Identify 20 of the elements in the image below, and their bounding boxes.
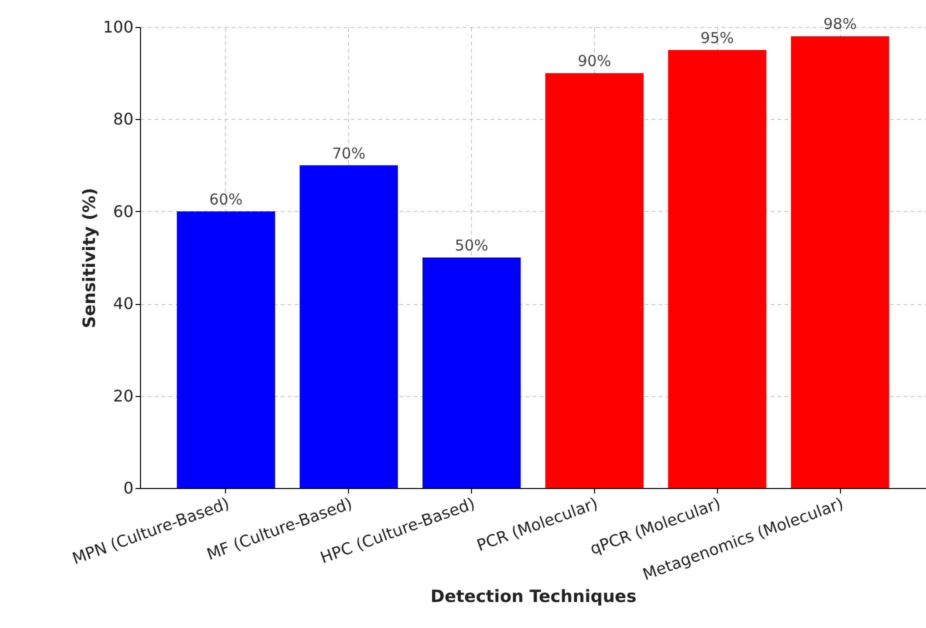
y-axis-title: Sensitivity (%) [80, 188, 100, 328]
bar [790, 36, 890, 488]
bar [545, 73, 644, 488]
bar [668, 50, 766, 488]
data-label: 60% [209, 190, 243, 208]
bar [300, 165, 398, 488]
y-tick-label: 60 [113, 202, 134, 221]
x-axis-title: Detection Techniques [430, 587, 636, 608]
data-label: 90% [578, 52, 612, 70]
bar [176, 211, 276, 488]
y-tick-label: 40 [113, 294, 134, 314]
bar [422, 258, 521, 488]
y-tick-label: 0 [123, 478, 134, 498]
data-label: 50% [454, 236, 488, 254]
data-label: 98% [823, 15, 857, 34]
y-tick-label: 100 [102, 18, 134, 36]
data-label: 95% [700, 29, 734, 48]
y-tick-label: 20 [113, 386, 134, 406]
data-label: 70% [332, 144, 366, 162]
y-tick-label: 80 [113, 110, 134, 129]
